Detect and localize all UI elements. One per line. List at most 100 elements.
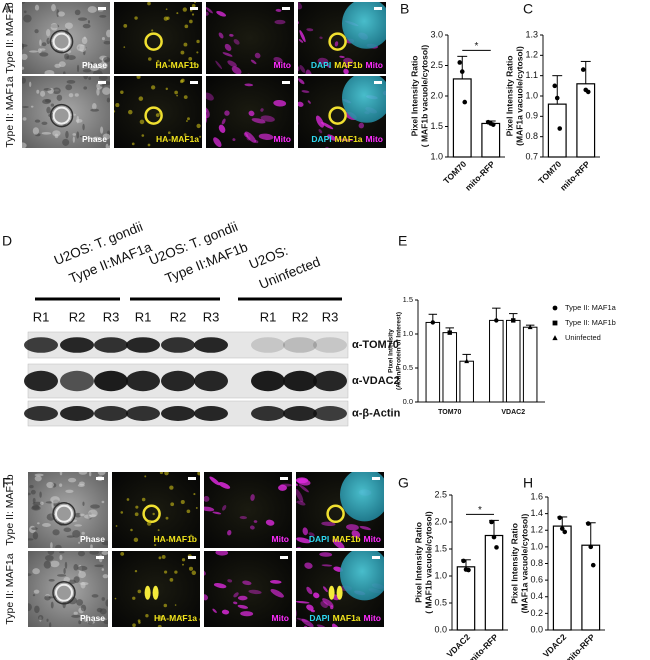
texture	[28, 573, 32, 577]
texture	[101, 500, 105, 504]
data-point	[588, 544, 594, 550]
signal	[176, 12, 179, 15]
signal	[156, 59, 160, 63]
texture	[82, 123, 85, 131]
texture	[74, 524, 82, 527]
mito	[283, 643, 288, 651]
micrograph	[28, 472, 108, 548]
mito	[300, 149, 313, 163]
vacuole	[52, 106, 71, 125]
texture	[54, 63, 61, 68]
mito	[218, 481, 231, 489]
y-tick-label: 0.5	[403, 363, 413, 372]
texture	[32, 504, 40, 510]
texture	[22, 66, 25, 70]
texture	[59, 551, 65, 554]
texture	[73, 564, 79, 571]
texture	[29, 81, 32, 88]
bar	[547, 103, 567, 158]
texture	[88, 76, 92, 80]
texture	[64, 561, 68, 569]
mito	[239, 516, 247, 520]
mito	[268, 452, 277, 461]
signal	[138, 96, 144, 101]
mito	[351, 530, 361, 538]
lane-label: R2	[292, 309, 309, 324]
texture	[77, 565, 88, 571]
signal	[155, 113, 160, 117]
signal	[188, 57, 193, 61]
texture	[34, 4, 40, 11]
mito	[189, 630, 202, 643]
texture	[32, 568, 40, 575]
mito	[196, 0, 210, 1]
texture	[40, 501, 44, 505]
bar	[522, 326, 538, 403]
mito	[221, 118, 226, 125]
lane-label: R1	[135, 309, 152, 324]
blot-band	[194, 337, 228, 353]
image-caption: DAPI MAF1b Mito	[309, 534, 381, 544]
mito	[206, 11, 209, 16]
texture	[41, 42, 47, 47]
mito	[212, 608, 217, 613]
micrograph-content	[112, 472, 200, 548]
image-caption: Mito	[272, 534, 289, 544]
mito	[306, 604, 314, 611]
texture	[46, 37, 51, 45]
texture	[76, 115, 80, 124]
signal	[157, 624, 162, 627]
texture	[59, 472, 63, 476]
texture	[57, 574, 67, 577]
mito	[205, 149, 219, 162]
panel-letter: E	[398, 233, 407, 249]
scale-bar	[280, 477, 288, 480]
mito	[260, 452, 268, 460]
marker	[430, 320, 436, 325]
caption-part: HA-MAF1a	[156, 134, 199, 144]
texture	[82, 23, 91, 29]
mito	[321, 521, 336, 527]
texture	[37, 522, 40, 525]
texture	[41, 132, 52, 135]
signal	[174, 570, 178, 574]
mito	[308, 532, 315, 537]
texture	[65, 130, 69, 139]
mito	[298, 484, 309, 493]
lane-label: R3	[203, 309, 220, 324]
signal	[134, 512, 139, 517]
texture	[39, 491, 42, 498]
signal	[152, 512, 155, 516]
texture	[79, 582, 89, 586]
mito	[170, 154, 173, 164]
texture	[44, 595, 51, 601]
mito	[232, 159, 248, 170]
texture	[48, 579, 55, 582]
vacuole-signal	[328, 32, 347, 51]
parasite	[144, 585, 151, 600]
y-tick-label: 0.8	[525, 131, 538, 141]
bar	[489, 319, 504, 403]
mito	[174, 147, 186, 160]
mito	[358, 122, 365, 129]
y-axis-label: Pixel Intensity Ratio	[413, 522, 423, 603]
caption-part: Mito	[274, 134, 291, 144]
bar	[456, 566, 476, 631]
caption-part: MAF1a	[335, 134, 363, 144]
signal	[166, 16, 170, 20]
mito	[254, 139, 259, 144]
micrograph	[189, 551, 292, 643]
scale-bar	[372, 477, 380, 480]
texture	[66, 79, 76, 84]
row-title: Type II: MAF1b	[4, 2, 16, 73]
texture	[59, 483, 63, 487]
signal	[165, 8, 168, 11]
mito	[318, 129, 323, 134]
mito	[219, 156, 230, 168]
texture	[76, 599, 84, 606]
mito	[157, 454, 168, 462]
texture	[89, 472, 92, 477]
signal	[180, 50, 185, 55]
signal	[134, 16, 138, 20]
blot-band	[194, 406, 228, 421]
